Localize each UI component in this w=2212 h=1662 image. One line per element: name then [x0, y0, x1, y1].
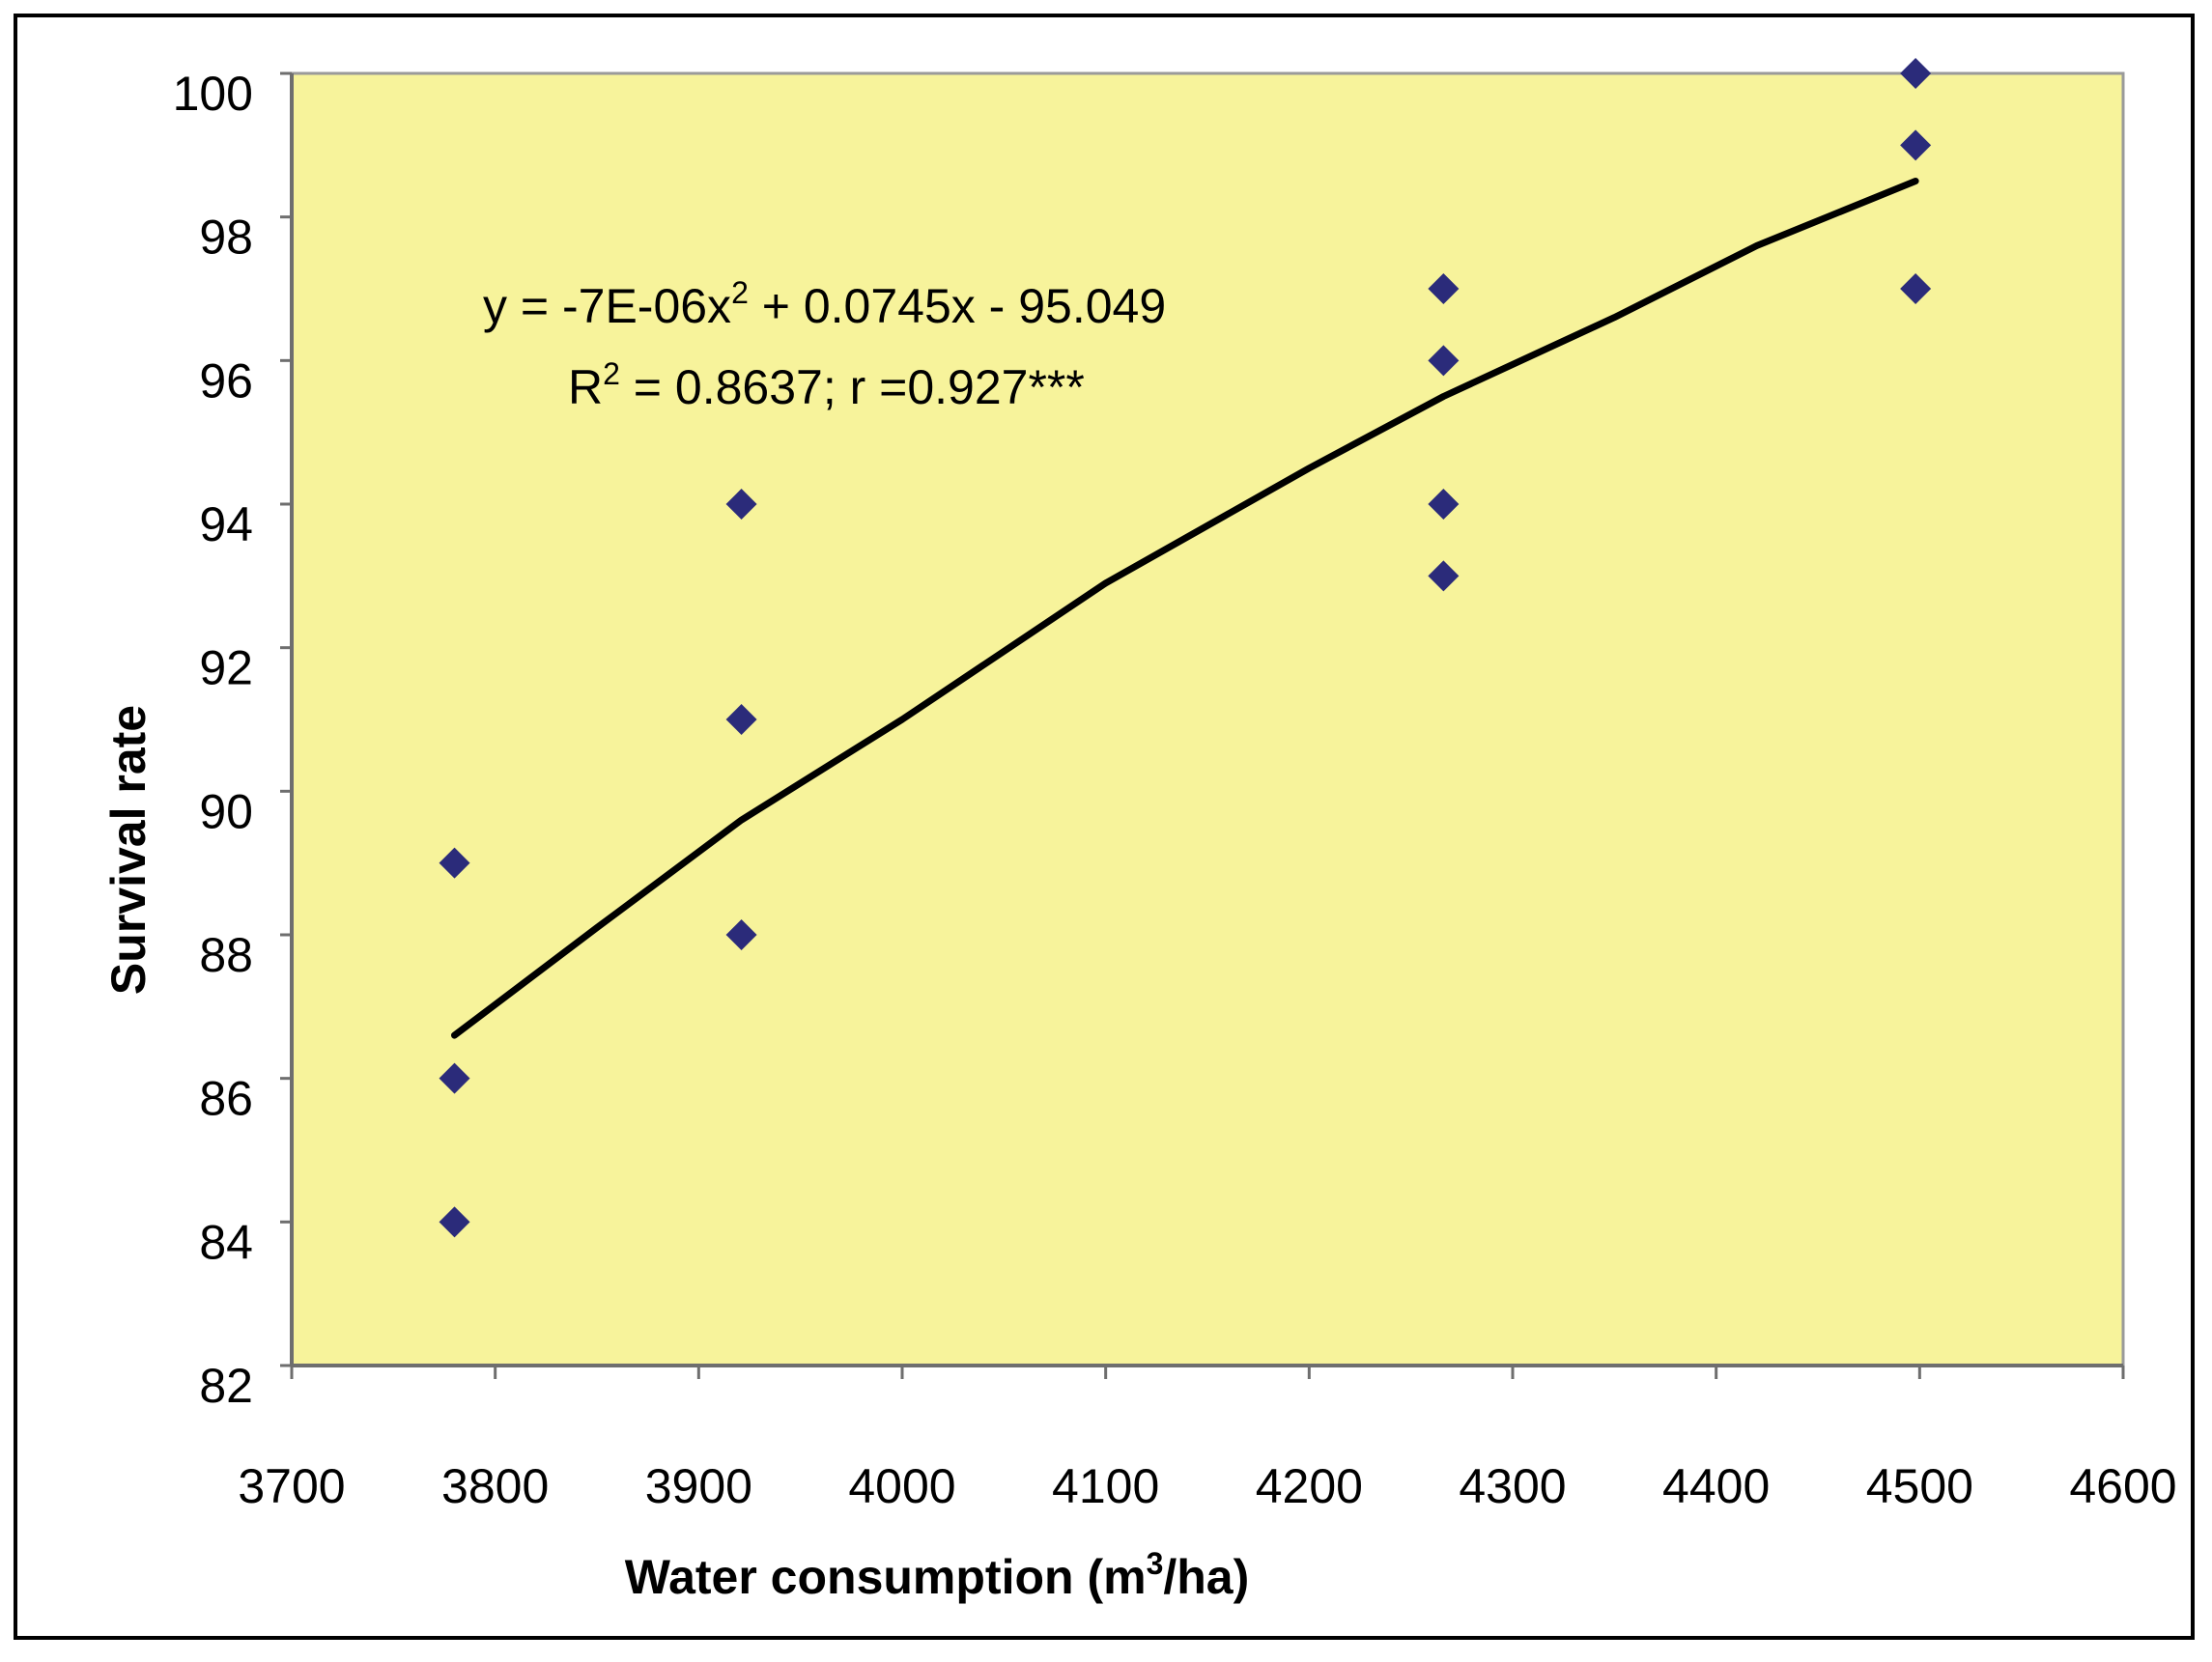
x-tick-label: 3900: [645, 1459, 752, 1513]
data-point: [1428, 345, 1460, 377]
x-tick-label: 3800: [441, 1459, 549, 1513]
y-axis-title: Survival rate: [101, 705, 156, 995]
x-tick-label: 4100: [1052, 1459, 1159, 1513]
data-point: [1428, 273, 1460, 304]
plot-area: [290, 71, 2125, 1367]
x-tick-label: 4600: [2069, 1459, 2176, 1513]
data-point: [1428, 560, 1460, 592]
data-point: [1900, 129, 1932, 161]
x-tick-label: 4000: [848, 1459, 955, 1513]
y-tick-label: 90: [199, 784, 253, 838]
y-tick-label: 88: [199, 928, 253, 982]
data-point: [439, 847, 470, 879]
y-tick-label: 82: [199, 1359, 253, 1413]
y-tick-label: 100: [173, 67, 253, 121]
data-point: [439, 1062, 470, 1094]
r-squared-label: R2 = 0.8637; r =0.927***: [568, 356, 1085, 414]
data-point: [1900, 58, 1932, 89]
data-point: [1900, 273, 1932, 304]
y-tick-label: 94: [199, 497, 253, 551]
y-tick-label: 98: [199, 211, 253, 265]
x-tick-label: 4400: [1662, 1459, 1770, 1513]
equation-label: y = -7E-06x2 + 0.0745x - 95.049: [483, 275, 1166, 333]
x-axis-title: Water consumption (m3/ha): [625, 1546, 1250, 1604]
data-point: [725, 919, 757, 950]
trendline-group: [451, 178, 1919, 1039]
data-point: [1428, 489, 1460, 520]
x-tick-label: 3700: [238, 1459, 345, 1513]
y-axis-ticks: 82 84 86 88 90 92 94 96 98 100: [173, 67, 292, 1413]
y-tick-label: 96: [199, 353, 253, 408]
y-tick-label: 92: [199, 641, 253, 695]
x-tick-label: 4200: [1256, 1459, 1363, 1513]
x-tick-label: 4500: [1866, 1459, 1973, 1513]
y-tick-label: 84: [199, 1215, 253, 1269]
data-point: [725, 704, 757, 735]
data-point: [439, 1206, 470, 1238]
trendline: [451, 178, 1919, 1039]
x-tick-label: 4300: [1459, 1459, 1566, 1513]
data-point: [725, 489, 757, 520]
x-axis-ticks: 3700 3800 3900 4000 4100 4200 4300 4400 4500 4600: [238, 1366, 2177, 1513]
y-tick-label: 86: [199, 1072, 253, 1126]
data-points: [439, 58, 1932, 1238]
